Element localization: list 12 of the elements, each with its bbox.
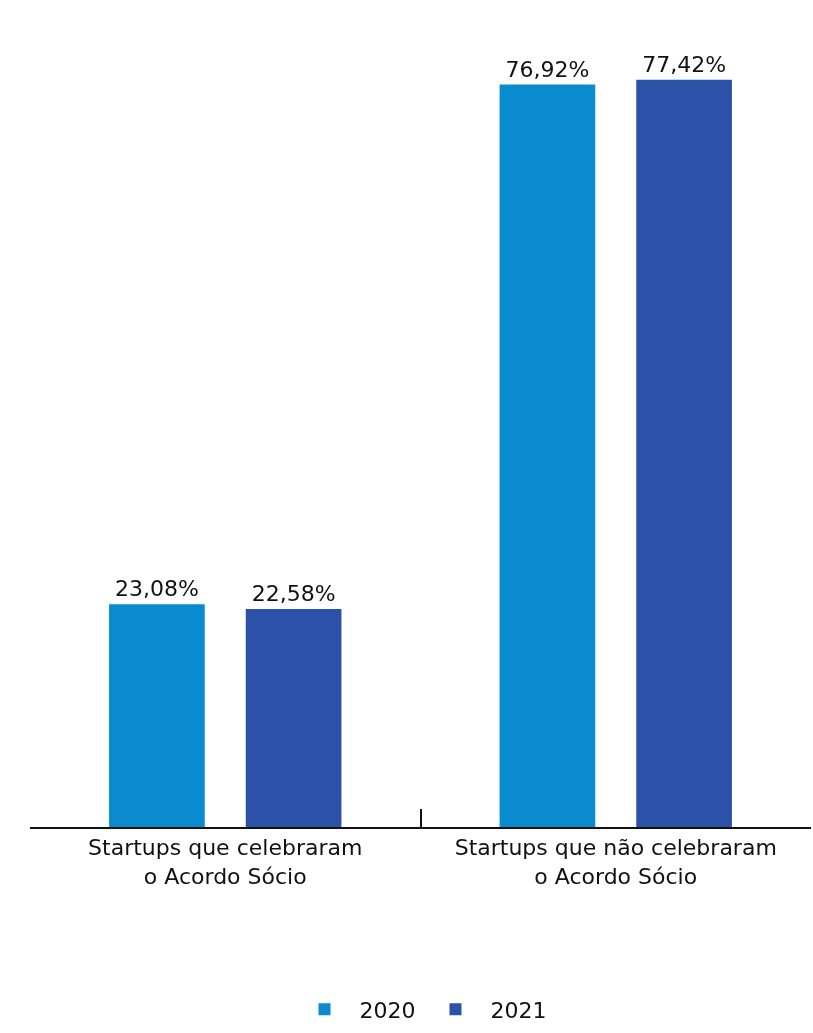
- bar: [245, 609, 342, 827]
- data-label: 76,92%: [505, 56, 590, 82]
- data-label: 22,58%: [251, 581, 336, 607]
- legend-label: 2020: [359, 997, 416, 1023]
- legend-label: 2021: [490, 997, 547, 1023]
- bar: [499, 84, 596, 827]
- x-tick-label: Startups que não celebraram o Acordo Sócio: [454, 835, 777, 889]
- bar: [109, 604, 205, 827]
- x-tick-label: Startups que celebraram o Acordo Sócio: [88, 835, 363, 889]
- data-label: 77,42%: [642, 51, 727, 77]
- bar: [636, 79, 732, 827]
- data-label: 23,08%: [114, 576, 199, 602]
